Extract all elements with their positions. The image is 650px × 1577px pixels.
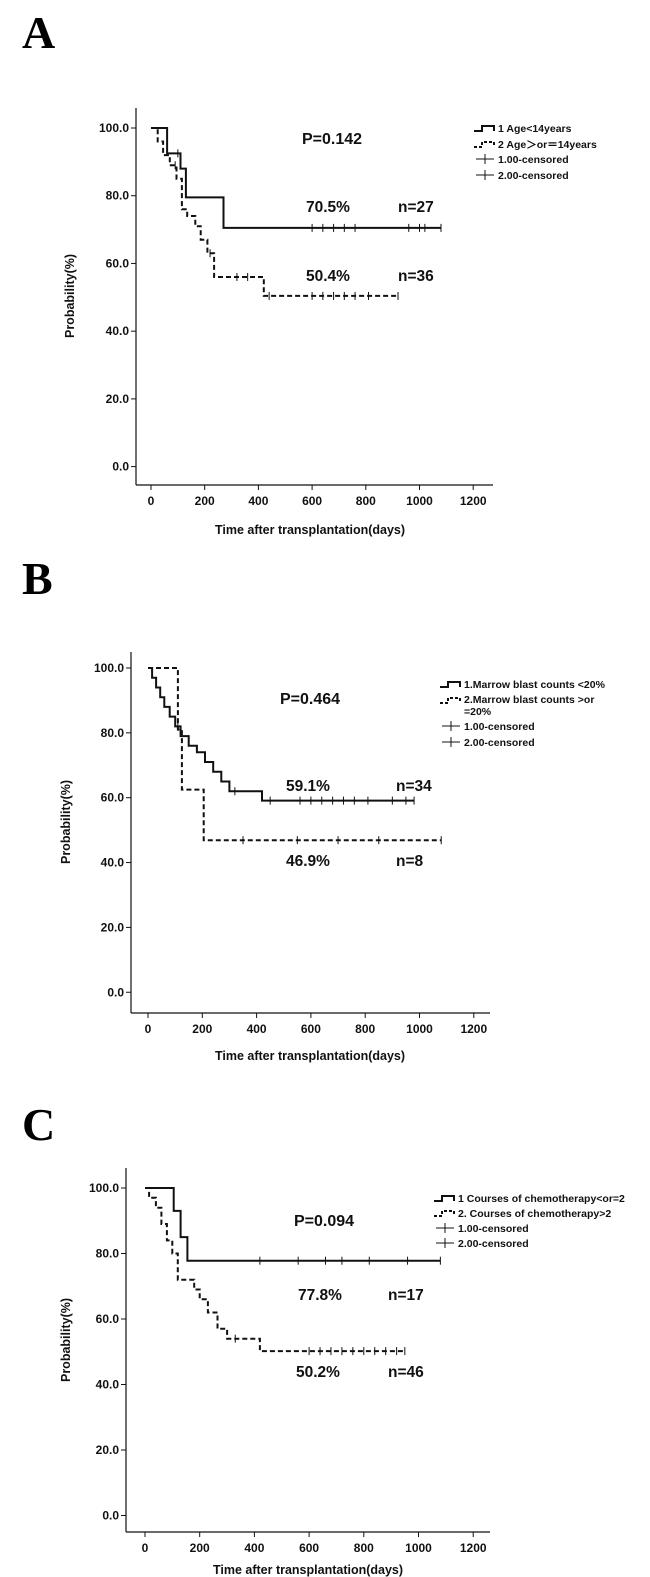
legend-dashed-step-icon <box>474 141 495 148</box>
survival-curve-1 <box>151 127 441 229</box>
x-tick-label: 600 <box>302 494 322 508</box>
x-tick-label: 0 <box>145 1022 152 1036</box>
legend-item-1: 1.Marrow blast counts <20% <box>464 679 606 691</box>
legend-item-3: 1.00-censored <box>464 721 535 733</box>
x-tick-label: 1000 <box>406 494 433 508</box>
panel-b: B 0 200 400 600 800 1000 1200 0.0 20.0 40.0 60.0 80… <box>22 553 606 1063</box>
y-tick-label: 60.0 <box>101 791 125 805</box>
legend-dashed-step-icon <box>434 1210 455 1217</box>
legend: 1.Marrow blast counts <20% 2.Marrow blas… <box>440 679 606 749</box>
y-tick-label: 100.0 <box>89 1181 119 1195</box>
y-axis-label: Probability(%) <box>59 1298 73 1382</box>
survival-curve-2 <box>151 127 398 297</box>
series-1-sample-size: n=17 <box>388 1287 424 1304</box>
series-1-sample-size: n=27 <box>398 199 434 216</box>
legend-item-2: 2 Age＞or＝14years <box>498 139 597 151</box>
panel-c-letter: C <box>22 1099 55 1150</box>
y-tick-label: 80.0 <box>106 189 130 203</box>
panel-c: C 0 200 400 600 800 1000 1200 0.0 20.0 40.0 60.0 80… <box>22 1099 625 1577</box>
x-tick-label: 0 <box>148 494 155 508</box>
panel-a-letter: A <box>22 7 55 58</box>
survival-curve-2 <box>145 1187 405 1353</box>
legend-item-3: 1.00-censored <box>458 1223 529 1235</box>
legend-item-2: 2.Marrow blast counts >or <box>464 694 594 706</box>
survival-curve-1 <box>145 1187 441 1262</box>
y-tick-label: 0.0 <box>112 460 129 474</box>
x-tick-label: 400 <box>244 1541 264 1555</box>
y-axis-label: Probability(%) <box>63 254 77 338</box>
x-tick-label: 800 <box>355 1022 375 1036</box>
legend-item-2-continued: =20% <box>464 706 492 718</box>
legend-item-3: 1.00-censored <box>498 154 569 166</box>
legend-dashed-step-icon <box>440 697 461 704</box>
series-1-survival-rate: 70.5% <box>306 199 350 216</box>
y-tick-label: 20.0 <box>106 392 130 406</box>
legend: 1 Courses of chemotherapy<or=2 2. Course… <box>434 1193 625 1250</box>
legend-item-4: 2.00-censored <box>458 1238 529 1250</box>
p-value: P=0.094 <box>294 1213 354 1230</box>
x-axis-label: Time after transplantation(days) <box>213 1563 403 1577</box>
series-1-survival-rate: 59.1% <box>286 778 330 795</box>
series-2-sample-size: n=36 <box>398 268 434 285</box>
legend-solid-step-icon <box>434 1195 455 1202</box>
y-tick-label: 20.0 <box>96 1443 120 1457</box>
x-tick-label: 600 <box>301 1022 321 1036</box>
x-axis-label: Time after transplantation(days) <box>215 1049 405 1063</box>
legend-item-4: 2.00-censored <box>464 737 535 749</box>
y-tick-label: 60.0 <box>96 1312 120 1326</box>
x-tick-label: 200 <box>192 1022 212 1036</box>
y-axis-label: Probability(%) <box>59 780 73 864</box>
x-tick-label: 200 <box>190 1541 210 1555</box>
series-2-survival-rate: 46.9% <box>286 853 330 870</box>
y-tick-label: 40.0 <box>101 856 125 870</box>
y-tick-label: 80.0 <box>96 1247 120 1261</box>
series-2-survival-rate: 50.2% <box>296 1364 340 1381</box>
x-tick-label: 400 <box>248 494 268 508</box>
x-tick-label: 1000 <box>406 1022 433 1036</box>
x-tick-label: 200 <box>195 494 215 508</box>
series-2-survival-rate: 50.4% <box>306 268 350 285</box>
x-tick-label: 1200 <box>460 1022 487 1036</box>
x-tick-label: 1000 <box>405 1541 432 1555</box>
survival-curve-1 <box>148 667 415 802</box>
x-tick-label: 800 <box>354 1541 374 1555</box>
y-tick-label: 40.0 <box>96 1378 120 1392</box>
y-tick-label: 0.0 <box>107 985 124 999</box>
x-tick-label: 1200 <box>460 1541 487 1555</box>
series-2-sample-size: n=8 <box>396 853 424 870</box>
legend-item-4: 2.00-censored <box>498 170 569 182</box>
y-tick-label: 80.0 <box>101 726 125 740</box>
legend: 1 Age<14years 2 Age＞or＝14years 1.00-cens… <box>474 123 597 182</box>
legend-solid-step-icon <box>440 681 461 688</box>
x-tick-label: 1200 <box>460 494 487 508</box>
legend-item-1: 1 Courses of chemotherapy<or=2 <box>458 1193 625 1205</box>
y-tick-label: 100.0 <box>94 661 124 675</box>
legend-item-2: 2. Courses of chemotherapy>2 <box>458 1208 611 1220</box>
survival-curve-2 <box>148 667 442 842</box>
y-tick-label: 60.0 <box>106 256 130 270</box>
y-tick-label: 20.0 <box>101 920 125 934</box>
panel-b-letter: B <box>22 553 53 604</box>
series-2-sample-size: n=46 <box>388 1364 424 1381</box>
series-1-survival-rate: 77.8% <box>298 1287 342 1304</box>
y-tick-label: 40.0 <box>106 324 130 338</box>
p-value: P=0.464 <box>280 691 340 708</box>
x-axis-label: Time after transplantation(days) <box>215 523 405 537</box>
panel-a: A 0 200 400 600 800 1000 1200 0.0 20.0 40.0 60.0 80… <box>22 7 597 537</box>
legend-solid-step-icon <box>474 125 495 132</box>
series-1-sample-size: n=34 <box>396 778 432 795</box>
y-tick-label: 0.0 <box>102 1509 119 1523</box>
x-tick-label: 800 <box>356 494 376 508</box>
p-value: P=0.142 <box>302 131 362 148</box>
y-tick-label: 100.0 <box>99 121 129 135</box>
x-tick-label: 600 <box>299 1541 319 1555</box>
x-tick-label: 400 <box>247 1022 267 1036</box>
legend-item-1: 1 Age<14years <box>498 123 572 135</box>
x-tick-label: 0 <box>142 1541 149 1555</box>
